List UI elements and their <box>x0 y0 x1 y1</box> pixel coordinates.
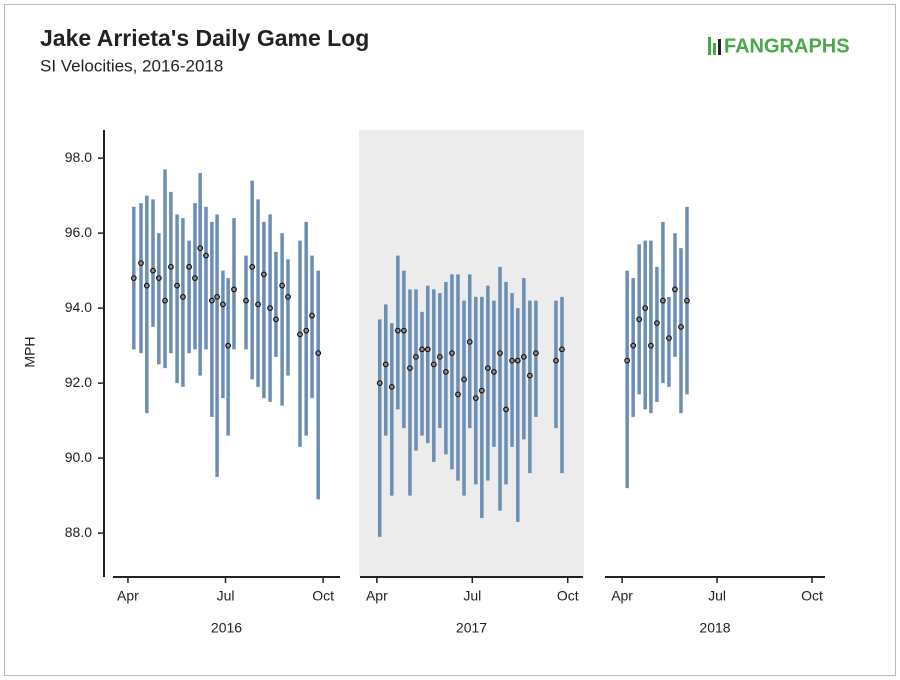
avg-dot <box>684 297 690 304</box>
avg-dot <box>249 263 256 270</box>
y-tick-label: 94.0 <box>65 299 92 315</box>
avg-dot <box>503 406 509 413</box>
avg-dot <box>461 376 467 383</box>
avg-dot <box>484 365 491 372</box>
y-tick-label: 88.0 <box>65 524 92 540</box>
avg-dot <box>455 391 461 398</box>
avg-dot <box>514 357 521 364</box>
avg-dot <box>155 275 162 282</box>
x-tick-label: Jul <box>708 588 726 604</box>
y-tick-label: 90.0 <box>65 449 92 465</box>
logo: FANGRAPHS <box>708 35 850 57</box>
logo-text: FANGRAPHS <box>724 35 850 57</box>
avg-dot <box>130 275 137 282</box>
avg-dot <box>203 252 209 259</box>
panel-label: 2017 <box>456 620 487 636</box>
avg-dot <box>267 305 273 312</box>
avg-dot <box>315 350 322 357</box>
avg-dot <box>660 297 666 304</box>
avg-dot <box>208 297 215 304</box>
avg-dot <box>180 293 186 300</box>
avg-dot <box>419 346 425 353</box>
x-tick-label: Apr <box>366 588 388 604</box>
avg-dot <box>138 260 144 267</box>
avg-dot <box>424 346 431 353</box>
avg-dot <box>520 353 527 360</box>
avg-dot <box>285 293 291 300</box>
x-tick-label: Apr <box>611 588 633 604</box>
panel-label: 2016 <box>211 620 242 636</box>
avg-dot <box>678 323 684 330</box>
avg-dot <box>376 380 383 387</box>
avg-dot <box>526 372 533 379</box>
avg-dot <box>401 327 407 334</box>
chart-subtitle: SI Velocities, 2016-2018 <box>40 56 223 75</box>
avg-dot <box>478 387 485 394</box>
avg-dot <box>150 267 156 274</box>
logo-icon <box>718 39 721 55</box>
avg-dot <box>624 357 631 364</box>
avg-dot <box>436 353 443 360</box>
avg-dot <box>533 350 539 357</box>
x-tick-label: Jul <box>463 588 481 604</box>
x-tick-label: Oct <box>312 588 334 604</box>
avg-dot <box>382 361 389 368</box>
avg-dot <box>630 342 637 349</box>
avg-dot <box>214 293 220 300</box>
panel-label: 2018 <box>699 620 730 636</box>
x-tick-label: Oct <box>801 588 823 604</box>
avg-dot <box>167 263 174 270</box>
x-tick-label: Apr <box>117 588 139 604</box>
avg-dot <box>143 282 150 289</box>
avg-dot <box>243 297 249 304</box>
avg-dot <box>407 365 413 372</box>
avg-dot <box>647 342 654 349</box>
avg-dot <box>559 346 565 353</box>
avg-dot <box>466 338 473 345</box>
avg-dot <box>220 301 226 308</box>
avg-dot <box>430 361 437 368</box>
y-tick-label: 92.0 <box>65 374 92 390</box>
avg-dot <box>225 342 232 349</box>
avg-dot <box>309 312 315 319</box>
x-tick-label: Jul <box>217 588 235 604</box>
avg-dot <box>553 357 559 364</box>
avg-dot <box>297 331 303 338</box>
y-tick-label: 98.0 <box>65 149 92 165</box>
avg-dot <box>449 350 455 357</box>
avg-dot <box>394 327 401 334</box>
avg-dot <box>636 316 643 323</box>
avg-dot <box>388 383 395 390</box>
avg-dot <box>666 335 672 342</box>
avg-dot <box>303 327 310 334</box>
avg-dot <box>509 357 515 364</box>
logo-icon <box>713 43 716 55</box>
avg-dot <box>413 353 419 360</box>
x-tick-label: Oct <box>557 588 579 604</box>
avg-dot <box>654 320 660 327</box>
avg-dot <box>642 305 649 312</box>
y-axis-label: MPH <box>22 336 38 367</box>
avg-dot <box>174 282 180 289</box>
avg-dot <box>162 297 168 304</box>
logo-icon <box>708 37 711 55</box>
avg-dot <box>231 286 237 293</box>
y-tick-label: 96.0 <box>65 224 92 240</box>
avg-dot <box>273 316 279 323</box>
avg-dot <box>279 282 286 289</box>
avg-dot <box>197 245 204 252</box>
avg-dot <box>672 286 678 293</box>
avg-dot <box>192 275 198 282</box>
avg-dot <box>442 368 449 375</box>
avg-dot <box>255 301 261 308</box>
avg-dot <box>497 350 503 357</box>
avg-dot <box>491 368 497 375</box>
avg-dot <box>186 263 193 270</box>
avg-dot <box>260 271 267 278</box>
avg-dot <box>472 395 479 402</box>
chart-title: Jake Arrieta's Daily Game Log <box>40 25 369 51</box>
